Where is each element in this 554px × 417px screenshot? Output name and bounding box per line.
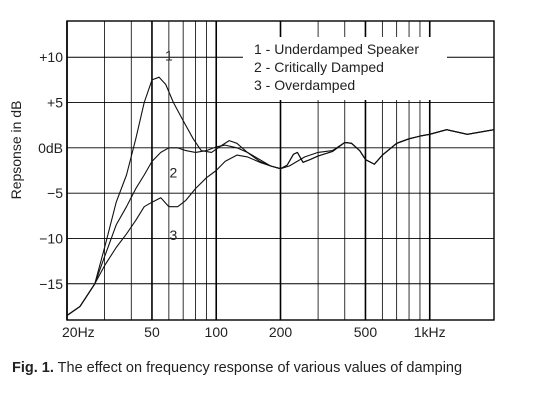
x-tick-label-20: 20Hz [62,324,95,340]
x-tick-label-200: 200 [269,324,293,340]
frequency-response-chart: 1 2 3 1 - Underdamped Speaker 2 - Criticall… [8,20,495,340]
curve-label-1: 1 [165,47,173,63]
y-tick-label-3: −5 [47,185,63,201]
figure-caption-text: The effect on frequency response of vari… [53,360,463,376]
plot-frame [66,20,495,321]
x-tick-label-500: 500 [354,324,378,340]
y-axis-ticks: +10 +5 0dB −5 −10 −15 [38,49,63,292]
x-axis-ticks: 20Hz 50 100 200 500 1kHz [62,324,446,340]
y-tick-label-0: +10 [39,49,63,65]
legend-background [243,37,447,100]
x-tick-label-100: 100 [205,324,229,340]
y-tick-label-5: −15 [39,276,63,292]
y-tick-label-2: 0dB [38,140,63,156]
figure-caption-prefix: Fig. 1. [12,360,54,376]
x-tick-label-50: 50 [144,324,160,340]
x-tick-label-1000: 1kHz [414,324,446,340]
curve-label-2: 2 [169,164,177,180]
y-axis-label: Repsonse in dB [8,101,24,200]
series-line-3 [66,129,495,316]
curve-label-3: 3 [169,227,177,243]
y-tick-label-4: −10 [39,230,63,246]
series-lines [66,76,495,316]
legend-entry-2: 2 - Critically Damped [254,59,384,75]
legend-entry-3: 3 - Overdamped [254,77,355,93]
legend-entry-1: 1 - Underdamped Speaker [254,41,419,57]
legend: 1 - Underdamped Speaker 2 - Critically Da… [243,37,447,100]
y-tick-label-1: +5 [47,95,63,111]
curve-labels: 1 2 3 [165,47,178,242]
figure-caption: Fig. 1. The effect on frequency response… [12,360,512,377]
